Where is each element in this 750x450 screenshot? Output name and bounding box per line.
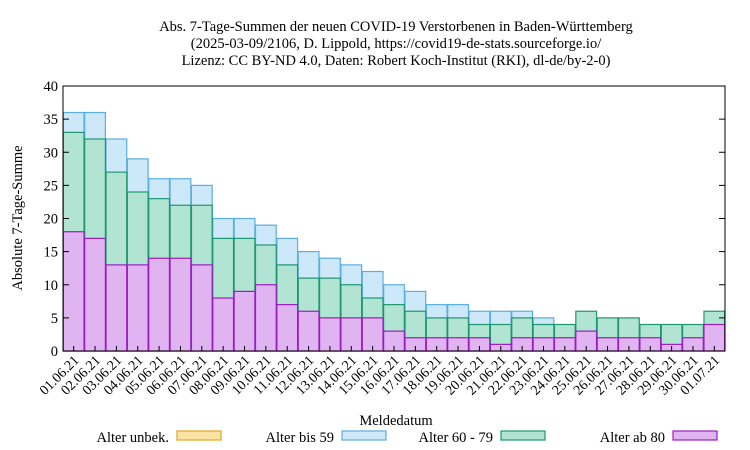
chart-title-line-2: (2025-03-09/2106, D. Lippold, https://co… xyxy=(191,36,602,52)
y-tick-label: 20 xyxy=(44,212,59,228)
y-tick-label: 5 xyxy=(51,311,58,327)
legend: Alter unbek. Alter bis 59 Alter 60 - 79 Alt… xyxy=(97,430,718,446)
legend-swatch xyxy=(500,430,546,441)
chart-title: Abs. 7-Tage-Summen der neuen COVID-19 Ve… xyxy=(159,19,633,69)
bar-alter-ab-80-11 xyxy=(297,310,320,352)
legend-swatch xyxy=(672,430,718,441)
bar-alter-ab-80-1 xyxy=(84,237,106,352)
plot-frame xyxy=(62,85,726,352)
bar-alter-ab-80-5 xyxy=(169,257,192,352)
bar-alter-ab-80-8 xyxy=(233,290,256,352)
bar-alter-ab-80-0 xyxy=(62,231,85,352)
bar-alter-ab-80-6 xyxy=(190,264,213,352)
y-tick-label: 25 xyxy=(44,178,59,194)
bar-alter-ab-80-7 xyxy=(212,297,235,352)
y-tick-label: 10 xyxy=(44,278,59,294)
y-axis-label: Absolute 7-Tage-Summe xyxy=(10,145,26,290)
legend-swatch xyxy=(176,430,222,441)
y-tick-label: 40 xyxy=(44,79,59,95)
bars-layer xyxy=(62,111,726,352)
bar-alter-ab-80-10 xyxy=(276,304,299,352)
x-axis-label: Meldedatum xyxy=(359,413,433,429)
bar-alter-ab-80-3 xyxy=(126,264,149,352)
y-tick-label: 0 xyxy=(51,344,58,360)
legend-label: Alter bis 59 xyxy=(266,430,334,446)
bar-alter-ab-80-4 xyxy=(148,257,171,352)
y-tick-label: 35 xyxy=(44,112,59,128)
legend-swatch xyxy=(341,430,387,441)
bar-alter-ab-80-9 xyxy=(254,284,277,352)
y-tick-label: 30 xyxy=(44,145,59,161)
y-tick-label: 15 xyxy=(44,245,59,261)
legend-label: Alter unbek. xyxy=(97,430,169,446)
legend-label: Alter ab 80 xyxy=(600,430,665,446)
y-axis: 0 5 10 15 20 25 30 35 40 xyxy=(44,79,725,360)
chart-title-line-3: Lizenz: CC BY-ND 4.0, Daten: Robert Koch… xyxy=(182,53,611,69)
chart-title-line-1: Abs. 7-Tage-Summen der neuen COVID-19 Ve… xyxy=(159,19,633,35)
bar-alter-ab-80-2 xyxy=(105,264,128,352)
legend-label: Alter 60 - 79 xyxy=(419,430,494,446)
x-axis: 01.06.2102.06.2103.06.2104.06.2105.06.21… xyxy=(37,346,723,398)
